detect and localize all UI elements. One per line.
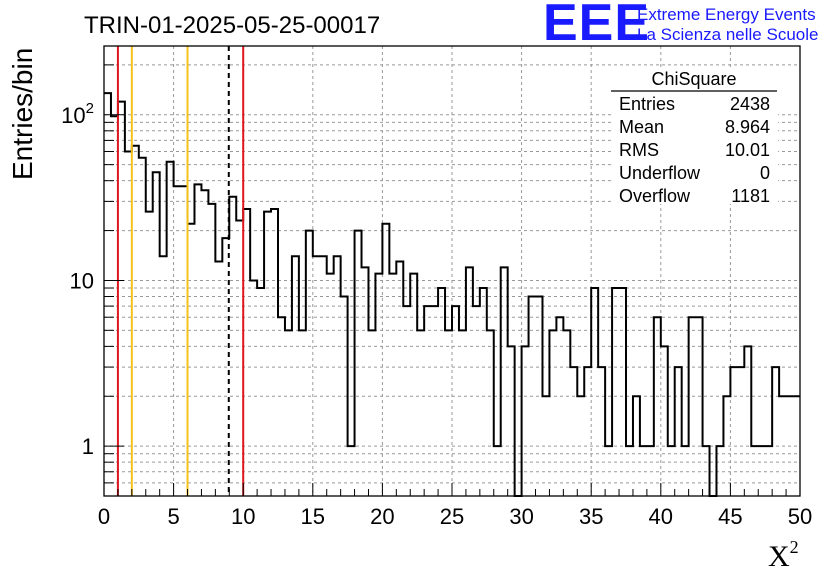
stats-value: 2438 — [730, 94, 770, 114]
y-tick-label-exponent: 2 — [86, 100, 94, 117]
x-tick-label: 45 — [718, 504, 742, 529]
histogram-bars — [104, 92, 800, 497]
logo-line-1: Extreme Energy Events — [637, 5, 816, 24]
logo-line-2: La Scienza nelle Scuole — [637, 25, 818, 44]
stats-value: 1181 — [731, 186, 770, 206]
x-tick-label: 25 — [440, 504, 464, 529]
eee-logo: EEE Extreme Energy Events La Scienza nel… — [543, 0, 818, 52]
x-tick-label: 15 — [301, 504, 325, 529]
stats-value: 8.964 — [725, 117, 770, 137]
x-axis-label-base: X — [768, 540, 790, 572]
stats-title: ChiSquare — [651, 69, 736, 89]
x-tick-label: 40 — [649, 504, 673, 529]
chart-title: TRIN-01-2025-05-25-00017 — [84, 12, 380, 39]
stats-label: Entries — [619, 94, 675, 114]
stats-rows: Entries 2438 Mean 8.964 RMS 10.01 Underflow 0 Ov… — [619, 94, 770, 206]
stats-label: RMS — [619, 140, 659, 160]
x-tick-label: 0 — [98, 504, 110, 529]
logo-mark: EEE — [543, 0, 650, 52]
y-tick-label: 1 — [82, 434, 94, 459]
histogram-outline — [104, 92, 800, 497]
x-tick-label: 20 — [370, 504, 394, 529]
x-tick-label: 30 — [509, 504, 533, 529]
x-tick-label: 50 — [788, 504, 812, 529]
y-tick-label-base: 10 — [70, 268, 94, 293]
axis-ticks — [103, 64, 801, 496]
stats-label: Mean — [619, 117, 664, 137]
stats-label: Underflow — [619, 163, 701, 183]
stats-label: Overflow — [619, 186, 691, 206]
stats-value: 10.01 — [725, 140, 770, 160]
y-axis-label: Entries/bin — [7, 48, 38, 180]
y-tick-label-base: 10 — [61, 103, 85, 128]
y-tick-label: 102 — [61, 100, 94, 128]
x-axis-label-superscript: 2 — [790, 537, 799, 557]
reference-lines — [116, 46, 245, 496]
grid-lines — [104, 46, 800, 496]
x-tick-label: 35 — [579, 504, 603, 529]
y-tick-label: 10 — [70, 268, 94, 293]
x-tick-label: 5 — [167, 504, 179, 529]
stats-value: 0 — [760, 163, 770, 183]
x-tick-label: 10 — [231, 504, 255, 529]
y-tick-label-base: 1 — [82, 434, 94, 459]
stats-box: ChiSquare Entries 2438 Mean 8.964 RMS 10.01 Un… — [611, 68, 778, 206]
x-tick-labels: 0 5 10 15 20 25 30 35 40 45 50 — [98, 504, 812, 529]
x-axis-label: X2 — [768, 537, 799, 572]
